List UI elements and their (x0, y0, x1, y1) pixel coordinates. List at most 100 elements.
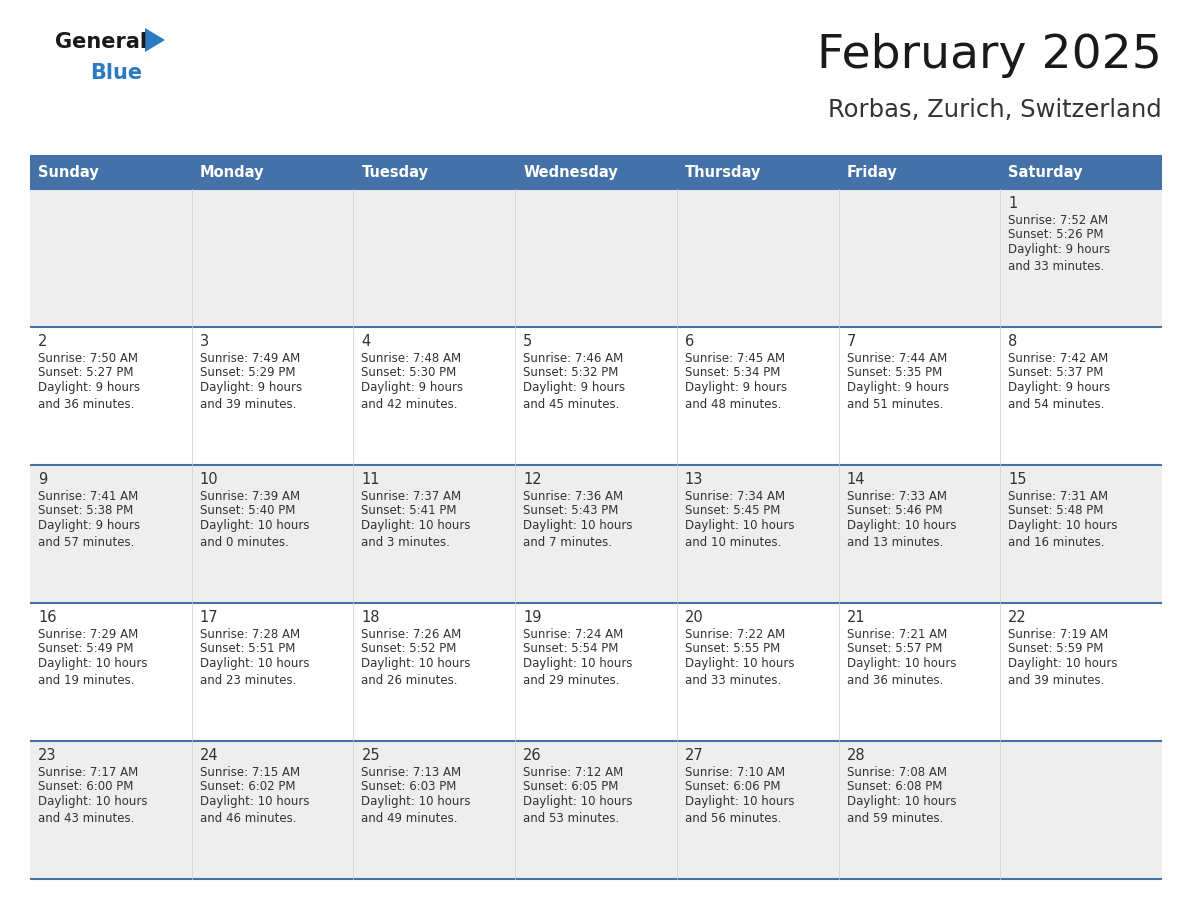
Text: 26: 26 (523, 748, 542, 763)
Text: General: General (55, 32, 147, 52)
Text: 21: 21 (847, 610, 865, 625)
Text: 6: 6 (684, 334, 694, 349)
Bar (30, 189, 191, 327)
Text: Daylight: 10 hours
and 29 minutes.: Daylight: 10 hours and 29 minutes. (523, 657, 633, 687)
Bar (353, 189, 516, 327)
Text: Daylight: 10 hours
and 53 minutes.: Daylight: 10 hours and 53 minutes. (523, 795, 633, 825)
Text: Sunrise: 7:49 AM: Sunrise: 7:49 AM (200, 352, 299, 365)
Text: Sunrise: 7:10 AM: Sunrise: 7:10 AM (684, 766, 785, 779)
Text: Thursday: Thursday (684, 164, 762, 180)
Text: 12: 12 (523, 472, 542, 487)
Bar (30, 465, 191, 603)
Text: Sunrise: 7:24 AM: Sunrise: 7:24 AM (523, 628, 624, 641)
Text: 16: 16 (38, 610, 57, 625)
Bar (677, 741, 839, 879)
Text: Daylight: 10 hours
and 56 minutes.: Daylight: 10 hours and 56 minutes. (684, 795, 795, 825)
Text: 10: 10 (200, 472, 219, 487)
Text: Daylight: 10 hours
and 7 minutes.: Daylight: 10 hours and 7 minutes. (523, 519, 633, 549)
Text: Daylight: 9 hours
and 48 minutes.: Daylight: 9 hours and 48 minutes. (684, 381, 786, 411)
Text: Sunset: 6:00 PM: Sunset: 6:00 PM (38, 780, 133, 793)
Text: 19: 19 (523, 610, 542, 625)
Bar (516, 741, 677, 879)
Text: Sunrise: 7:44 AM: Sunrise: 7:44 AM (847, 352, 947, 365)
Text: 23: 23 (38, 748, 57, 763)
Bar (353, 155, 516, 189)
Text: Daylight: 10 hours
and 19 minutes.: Daylight: 10 hours and 19 minutes. (38, 657, 147, 687)
Text: Sunday: Sunday (38, 164, 99, 180)
Text: 2: 2 (38, 334, 48, 349)
Text: Sunset: 5:46 PM: Sunset: 5:46 PM (847, 505, 942, 518)
Text: Sunset: 6:02 PM: Sunset: 6:02 PM (200, 780, 295, 793)
Text: 8: 8 (1009, 334, 1018, 349)
Text: Saturday: Saturday (1009, 164, 1082, 180)
Bar (839, 465, 1000, 603)
Text: 1: 1 (1009, 196, 1018, 211)
Text: Sunset: 5:27 PM: Sunset: 5:27 PM (38, 366, 133, 379)
Text: Sunrise: 7:48 AM: Sunrise: 7:48 AM (361, 352, 462, 365)
Text: Rorbas, Zurich, Switzerland: Rorbas, Zurich, Switzerland (828, 98, 1162, 122)
Text: Monday: Monday (200, 164, 264, 180)
Text: Daylight: 10 hours
and 39 minutes.: Daylight: 10 hours and 39 minutes. (1009, 657, 1118, 687)
Text: Daylight: 9 hours
and 39 minutes.: Daylight: 9 hours and 39 minutes. (200, 381, 302, 411)
Text: Sunrise: 7:41 AM: Sunrise: 7:41 AM (38, 490, 138, 503)
Bar (353, 603, 516, 741)
Text: 27: 27 (684, 748, 703, 763)
Text: Sunrise: 7:45 AM: Sunrise: 7:45 AM (684, 352, 785, 365)
Text: Daylight: 9 hours
and 33 minutes.: Daylight: 9 hours and 33 minutes. (1009, 243, 1111, 273)
Text: February 2025: February 2025 (817, 32, 1162, 77)
Bar (839, 741, 1000, 879)
Bar (191, 603, 353, 741)
Bar (1000, 741, 1162, 879)
Bar (191, 465, 353, 603)
Text: Sunrise: 7:15 AM: Sunrise: 7:15 AM (200, 766, 299, 779)
Text: Daylight: 9 hours
and 45 minutes.: Daylight: 9 hours and 45 minutes. (523, 381, 625, 411)
Bar (1000, 603, 1162, 741)
Text: 14: 14 (847, 472, 865, 487)
Bar (677, 603, 839, 741)
Text: 7: 7 (847, 334, 855, 349)
Text: Sunset: 5:40 PM: Sunset: 5:40 PM (200, 505, 295, 518)
Text: Sunrise: 7:52 AM: Sunrise: 7:52 AM (1009, 214, 1108, 227)
Text: 4: 4 (361, 334, 371, 349)
Text: Daylight: 10 hours
and 13 minutes.: Daylight: 10 hours and 13 minutes. (847, 519, 956, 549)
Text: Sunrise: 7:37 AM: Sunrise: 7:37 AM (361, 490, 462, 503)
Bar (30, 327, 191, 465)
Text: Sunset: 5:43 PM: Sunset: 5:43 PM (523, 505, 619, 518)
Bar (677, 327, 839, 465)
Text: Sunset: 5:30 PM: Sunset: 5:30 PM (361, 366, 456, 379)
Text: 11: 11 (361, 472, 380, 487)
Bar (30, 155, 191, 189)
Text: Sunrise: 7:29 AM: Sunrise: 7:29 AM (38, 628, 138, 641)
Text: Sunset: 5:59 PM: Sunset: 5:59 PM (1009, 643, 1104, 655)
Text: 15: 15 (1009, 472, 1026, 487)
Text: Sunset: 5:32 PM: Sunset: 5:32 PM (523, 366, 619, 379)
Bar (353, 741, 516, 879)
Text: Sunrise: 7:17 AM: Sunrise: 7:17 AM (38, 766, 138, 779)
Bar (516, 327, 677, 465)
Text: Daylight: 10 hours
and 33 minutes.: Daylight: 10 hours and 33 minutes. (684, 657, 795, 687)
Text: Sunset: 5:45 PM: Sunset: 5:45 PM (684, 505, 781, 518)
Text: 25: 25 (361, 748, 380, 763)
Text: Sunset: 6:03 PM: Sunset: 6:03 PM (361, 780, 457, 793)
Bar (839, 603, 1000, 741)
Text: Sunset: 5:57 PM: Sunset: 5:57 PM (847, 643, 942, 655)
Text: Daylight: 9 hours
and 36 minutes.: Daylight: 9 hours and 36 minutes. (38, 381, 140, 411)
Bar (839, 327, 1000, 465)
Text: Sunrise: 7:28 AM: Sunrise: 7:28 AM (200, 628, 299, 641)
Text: Friday: Friday (847, 164, 897, 180)
Text: Sunset: 5:26 PM: Sunset: 5:26 PM (1009, 229, 1104, 241)
Text: 20: 20 (684, 610, 703, 625)
Text: Sunrise: 7:42 AM: Sunrise: 7:42 AM (1009, 352, 1108, 365)
Text: Sunrise: 7:22 AM: Sunrise: 7:22 AM (684, 628, 785, 641)
Bar (30, 603, 191, 741)
Text: 13: 13 (684, 472, 703, 487)
Text: 28: 28 (847, 748, 865, 763)
Text: Daylight: 10 hours
and 0 minutes.: Daylight: 10 hours and 0 minutes. (200, 519, 309, 549)
Text: 22: 22 (1009, 610, 1028, 625)
Text: Wednesday: Wednesday (523, 164, 618, 180)
Text: Daylight: 10 hours
and 10 minutes.: Daylight: 10 hours and 10 minutes. (684, 519, 795, 549)
Text: Daylight: 10 hours
and 26 minutes.: Daylight: 10 hours and 26 minutes. (361, 657, 470, 687)
Bar (516, 603, 677, 741)
Text: Sunset: 5:37 PM: Sunset: 5:37 PM (1009, 366, 1104, 379)
Text: Sunrise: 7:21 AM: Sunrise: 7:21 AM (847, 628, 947, 641)
